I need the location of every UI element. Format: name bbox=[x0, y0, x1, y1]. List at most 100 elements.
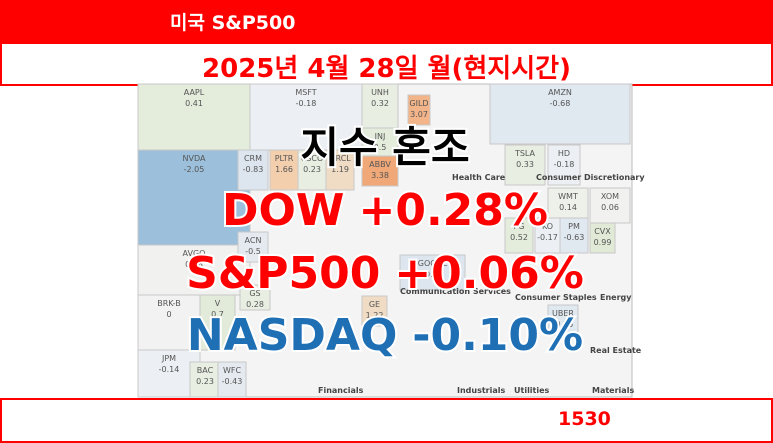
cell-ticker: GOOGL bbox=[418, 259, 448, 268]
index-line: S&P500 +0.06% bbox=[186, 248, 584, 299]
treemap-cell bbox=[589, 222, 616, 254]
footer-box: 1530 bbox=[0, 398, 773, 443]
cell-change: 0.41 bbox=[185, 99, 203, 108]
cell-ticker: PM bbox=[568, 222, 580, 231]
sector-label: Financials bbox=[318, 386, 364, 395]
cell-change: -0.17 bbox=[537, 233, 558, 242]
cell-ticker: NVDA bbox=[183, 154, 206, 163]
cell-change: 3.38 bbox=[371, 171, 389, 180]
cell-ticker: UBER bbox=[552, 309, 574, 318]
sector-label: Communication Services bbox=[400, 287, 511, 296]
sector-label: Real Estate bbox=[590, 346, 642, 355]
cell-change: 0.06 bbox=[601, 203, 619, 212]
treemap-cell bbox=[559, 217, 589, 254]
cell-ticker: CSCO bbox=[301, 154, 324, 163]
cell-ticker: GILD bbox=[409, 99, 428, 108]
index-name: NASDAQ bbox=[187, 310, 398, 361]
index-change: -0.10% bbox=[412, 310, 583, 361]
cell-ticker: XOM bbox=[601, 192, 619, 201]
treemap-cell bbox=[399, 254, 466, 291]
treemap-cell bbox=[269, 149, 299, 191]
cell-change: -2.05 bbox=[184, 165, 205, 174]
treemap-cell bbox=[504, 144, 546, 186]
sector-label: Utilities bbox=[514, 386, 550, 395]
top-bar: 미국 S&P500 bbox=[0, 0, 773, 42]
treemap-cell bbox=[239, 284, 271, 311]
cell-ticker: AMZN bbox=[548, 88, 572, 97]
cell-ticker: WMT bbox=[558, 192, 578, 201]
index-name: S&P500 bbox=[186, 248, 380, 299]
cell-change: -0.75 bbox=[553, 320, 574, 329]
cell-ticker: PLTR bbox=[275, 154, 294, 163]
treemap-cell bbox=[489, 83, 631, 145]
index-line: NASDAQ -0.10% bbox=[187, 310, 583, 361]
cell-change: 0.08 bbox=[185, 260, 203, 269]
treemap-cell bbox=[199, 294, 236, 351]
cell-change: 0.32 bbox=[371, 99, 389, 108]
treemap-cell bbox=[361, 83, 399, 129]
index-name: DOW bbox=[222, 185, 344, 236]
treemap-cell bbox=[361, 295, 388, 327]
cell-ticker: BAC bbox=[197, 366, 214, 375]
cell-ticker: JNJ bbox=[374, 132, 386, 141]
treemap-cell bbox=[534, 217, 561, 254]
cell-change: 3.07 bbox=[410, 110, 428, 119]
cell-change: 0.14 bbox=[559, 203, 577, 212]
cell-change: -0.18 bbox=[296, 99, 317, 108]
sector-label: Health Care bbox=[452, 173, 506, 182]
header-label: 미국 S&P500 bbox=[170, 12, 296, 34]
cell-change: -0.68 bbox=[550, 99, 571, 108]
treemap-cell bbox=[547, 187, 589, 219]
sector-label: Energy bbox=[600, 293, 632, 302]
cell-change: -0.63 bbox=[564, 233, 585, 242]
cell-change: -0.14 bbox=[159, 365, 180, 374]
cell-change: -0.43 bbox=[222, 377, 243, 386]
cell-ticker: ORCL bbox=[329, 154, 351, 163]
cell-change: 0.23 bbox=[303, 165, 321, 174]
cell-ticker: AAPL bbox=[184, 88, 205, 97]
cell-change: -0.5 bbox=[245, 247, 261, 256]
treemap-cell bbox=[407, 94, 431, 126]
cell-ticker: PG bbox=[513, 222, 524, 231]
cell-change: 0.99 bbox=[594, 238, 612, 247]
cell-change: 0.5 bbox=[374, 143, 387, 152]
cell-change: -0.18 bbox=[554, 160, 575, 169]
cell-ticker: ABBV bbox=[369, 160, 391, 169]
treemap-cell bbox=[504, 217, 534, 254]
sector-label: Consumer Discretionary bbox=[536, 173, 645, 182]
cell-ticker: V bbox=[215, 299, 221, 308]
cell-ticker: BRK-B bbox=[157, 299, 181, 308]
treemap-cell bbox=[547, 304, 579, 336]
treemap-cell bbox=[189, 361, 221, 398]
treemap-cell bbox=[217, 361, 247, 398]
treemap-cell bbox=[547, 144, 581, 186]
cell-change: 0.23 bbox=[196, 377, 214, 386]
cell-change: -0.83 bbox=[422, 270, 443, 279]
index-change: +0.28% bbox=[358, 185, 548, 236]
cell-change: 0 bbox=[166, 310, 171, 319]
cell-ticker: CVX bbox=[594, 227, 611, 236]
index-line: DOW +0.28% bbox=[222, 185, 548, 236]
cell-ticker: GS bbox=[249, 289, 260, 298]
cell-ticker: WFC bbox=[223, 366, 242, 375]
cell-ticker: KO bbox=[542, 222, 553, 231]
treemap-cell bbox=[237, 231, 269, 263]
headline: 지수 혼조 bbox=[300, 123, 469, 172]
cell-ticker: GE bbox=[369, 300, 380, 309]
cell-ticker: ACN bbox=[245, 236, 262, 245]
cell-ticker: HD bbox=[558, 149, 570, 158]
treemap-cell bbox=[361, 155, 399, 187]
sector-label: Materials bbox=[592, 386, 634, 395]
cell-ticker: TSLA bbox=[514, 149, 536, 158]
cell-change: 1.22 bbox=[366, 311, 384, 320]
sector-label: Consumer Staples bbox=[515, 293, 597, 302]
footer-number: 1530 bbox=[558, 408, 611, 430]
cell-ticker: AVGO bbox=[183, 249, 206, 258]
cell-change: 1.66 bbox=[275, 165, 293, 174]
treemap-cell bbox=[237, 149, 269, 191]
index-change: +0.06% bbox=[394, 248, 584, 299]
cell-ticker: JPM bbox=[161, 354, 176, 363]
cell-ticker: MSFT bbox=[295, 88, 316, 97]
cell-change: 0.7 bbox=[211, 310, 224, 319]
